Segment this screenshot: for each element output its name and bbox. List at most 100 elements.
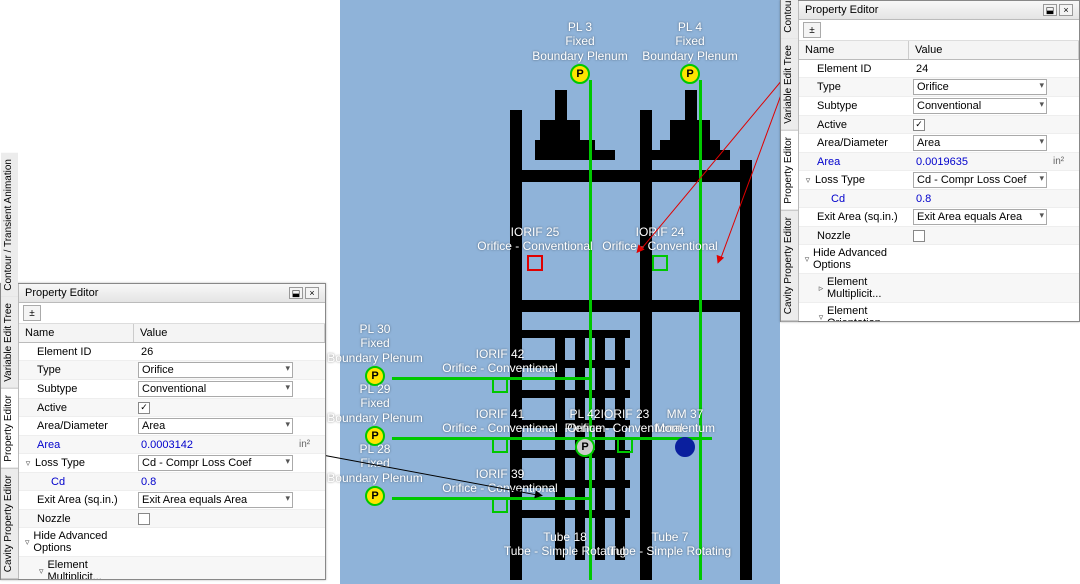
dropdown[interactable]: Conventional bbox=[913, 98, 1047, 114]
checkbox[interactable]: ✓ bbox=[138, 402, 150, 414]
node-label-pl3: PL 3FixedBoundary Plenum bbox=[532, 20, 627, 63]
prop-unit bbox=[297, 350, 325, 354]
prop-name: ▿Hide Advanced Options bbox=[799, 245, 909, 273]
tree-twisty-icon[interactable]: ▿ bbox=[23, 537, 31, 548]
expand-button[interactable]: ± bbox=[23, 305, 41, 321]
property-row: ▿Loss Type Cd - Compr Loss Coef bbox=[19, 454, 325, 473]
node-marker[interactable] bbox=[675, 437, 695, 457]
panel-titlebar: Property Editor⬓× bbox=[19, 284, 325, 303]
prop-label: Element ID bbox=[37, 346, 91, 358]
vertical-tab[interactable]: Property Editor bbox=[781, 131, 798, 211]
value-text[interactable]: 0.0003142 bbox=[138, 438, 293, 452]
prop-value-cell: 0.0019635 bbox=[909, 154, 1051, 170]
node-label-pl4: PL 4FixedBoundary Plenum bbox=[642, 20, 737, 63]
prop-name: ▿Element Multiplicit... bbox=[19, 557, 134, 579]
tree-twisty-icon[interactable]: ▿ bbox=[803, 254, 811, 265]
tree-twisty-icon[interactable]: ▿ bbox=[803, 175, 813, 186]
dropdown[interactable]: Exit Area equals Area bbox=[138, 492, 293, 508]
pin-icon[interactable]: ⬓ bbox=[1043, 4, 1057, 16]
node-label-mm37: MM 37Momentum bbox=[655, 407, 715, 436]
prop-label: Element Multiplicit... bbox=[827, 276, 905, 300]
tree-twisty-icon[interactable]: ▿ bbox=[37, 566, 45, 577]
node-marker[interactable]: P bbox=[575, 437, 595, 457]
dropdown[interactable]: Exit Area equals Area bbox=[913, 209, 1047, 225]
tree-twisty-icon[interactable]: ▿ bbox=[23, 458, 33, 469]
prop-name: Exit Area (sq.in.) bbox=[19, 492, 134, 508]
property-row: Area/DiameterArea bbox=[19, 417, 325, 436]
property-row: Nozzle bbox=[799, 227, 1079, 245]
prop-label: Subtype bbox=[37, 383, 77, 395]
dropdown[interactable]: Cd - Compr Loss Coef bbox=[138, 455, 293, 471]
dropdown[interactable]: Area bbox=[913, 135, 1047, 151]
node-marker[interactable]: P bbox=[680, 64, 700, 84]
expand-button[interactable]: ± bbox=[803, 22, 821, 38]
vertical-tab[interactable]: Property Editor bbox=[1, 389, 18, 469]
property-row: Cd0.8 bbox=[799, 190, 1079, 208]
prop-unit bbox=[297, 461, 325, 465]
checkbox[interactable]: ✓ bbox=[913, 119, 925, 131]
edge bbox=[699, 80, 702, 580]
tree-twisty-icon[interactable]: ▿ bbox=[817, 312, 825, 322]
prop-name: Active bbox=[799, 117, 909, 133]
dropdown[interactable]: Orifice bbox=[138, 362, 293, 378]
node-label-iorif41: IORIF 41Orifice - Conventional bbox=[442, 407, 557, 436]
orifice-marker[interactable] bbox=[527, 255, 543, 271]
prop-value-cell: Conventional bbox=[134, 380, 297, 398]
property-row: Active ✓ bbox=[19, 399, 325, 417]
grid-body[interactable]: Element ID24TypeOrificeSubtypeConvention… bbox=[799, 60, 1079, 321]
value-text[interactable]: 26 bbox=[138, 345, 293, 359]
bg-shape bbox=[510, 510, 630, 518]
grid-body[interactable]: Element ID26TypeOrificeSubtypeConvention… bbox=[19, 343, 325, 579]
value-text[interactable]: 0.0019635 bbox=[913, 155, 1047, 169]
orifice-marker[interactable] bbox=[617, 437, 633, 453]
node-label-pl30: PL 30FixedBoundary Plenum bbox=[327, 322, 422, 365]
value-text[interactable]: 0.8 bbox=[913, 192, 1047, 206]
diagram-canvas[interactable]: PL 3FixedBoundary PlenumPPL 4FixedBounda… bbox=[340, 0, 780, 584]
dropdown[interactable]: Cd - Compr Loss Coef bbox=[913, 172, 1047, 188]
dropdown[interactable]: Area bbox=[138, 418, 293, 434]
prop-value-cell: Orifice bbox=[909, 78, 1051, 96]
orifice-marker[interactable] bbox=[492, 377, 508, 393]
close-icon[interactable]: × bbox=[1059, 4, 1073, 16]
vertical-tab[interactable]: Cavity Property Editor bbox=[1, 469, 18, 579]
vertical-tab[interactable]: Contour / Transient Animation bbox=[1, 153, 18, 298]
property-editor-panel-left: Contour / Transient AnimationVariable Ed… bbox=[0, 283, 326, 580]
prop-name: Nozzle bbox=[799, 228, 909, 244]
prop-label: Loss Type bbox=[35, 457, 85, 469]
prop-value-cell: Exit Area equals Area bbox=[909, 208, 1051, 226]
prop-value-cell: Conventional bbox=[909, 97, 1051, 115]
vertical-tab[interactable]: Cavity Property Editor bbox=[781, 211, 798, 321]
dropdown[interactable]: Conventional bbox=[138, 381, 293, 397]
checkbox[interactable] bbox=[913, 230, 925, 242]
prop-value-cell: Cd - Compr Loss Coef bbox=[134, 454, 297, 472]
col-value: Value bbox=[909, 41, 1079, 59]
vertical-tab[interactable]: Contour / Transient Animation bbox=[781, 0, 798, 39]
dropdown[interactable]: Orifice bbox=[913, 79, 1047, 95]
checkbox[interactable] bbox=[138, 513, 150, 525]
prop-unit bbox=[297, 424, 325, 428]
value-text[interactable]: 24 bbox=[913, 62, 1047, 76]
prop-label: Loss Type bbox=[815, 174, 865, 186]
close-icon[interactable]: × bbox=[305, 287, 319, 299]
tree-twisty-icon[interactable]: ▹ bbox=[817, 283, 825, 294]
property-row: ▿Hide Advanced Options bbox=[799, 245, 1079, 274]
prop-name: Exit Area (sq.in.) bbox=[799, 209, 909, 225]
node-marker[interactable]: P bbox=[570, 64, 590, 84]
prop-name: Subtype bbox=[19, 381, 134, 397]
pin-icon[interactable]: ⬓ bbox=[289, 287, 303, 299]
node-label-iorif42: IORIF 42Orifice - Conventional bbox=[442, 347, 557, 376]
prop-name: Subtype bbox=[799, 98, 909, 114]
panel-tab-strip: Contour / Transient AnimationVariable Ed… bbox=[1, 284, 19, 579]
bg-shape bbox=[510, 300, 750, 312]
prop-name: ▿Hide Advanced Options bbox=[19, 528, 134, 556]
orifice-marker[interactable] bbox=[652, 255, 668, 271]
property-row: Exit Area (sq.in.)Exit Area equals Area bbox=[799, 208, 1079, 227]
prop-name: Active bbox=[19, 400, 134, 416]
vertical-tab[interactable]: Variable Edit Tree bbox=[1, 297, 18, 389]
orifice-marker[interactable] bbox=[492, 497, 508, 513]
orifice-marker[interactable] bbox=[492, 437, 508, 453]
value-text[interactable]: 0.8 bbox=[138, 475, 293, 489]
prop-value-cell: ✓ bbox=[909, 118, 1051, 132]
node-marker[interactable]: P bbox=[365, 486, 385, 506]
vertical-tab[interactable]: Variable Edit Tree bbox=[781, 39, 798, 131]
